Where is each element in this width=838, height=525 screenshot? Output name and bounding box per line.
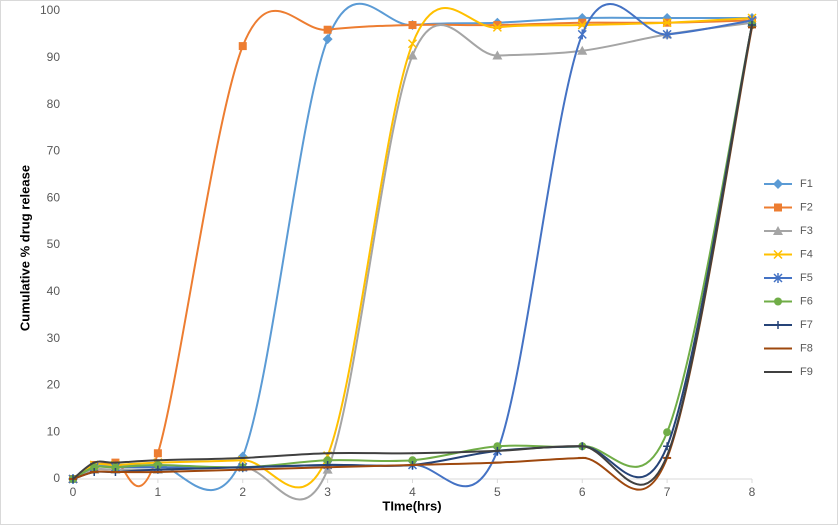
- marker: [663, 428, 672, 437]
- legend-label: F8: [800, 342, 813, 354]
- marker: [322, 34, 333, 45]
- marker: [577, 29, 587, 40]
- series-line: [72, 24, 753, 486]
- y-tick-label: 40: [47, 284, 61, 298]
- marker: [408, 21, 417, 30]
- x-tick-label: 4: [409, 485, 416, 499]
- y-tick-label: 30: [47, 331, 61, 345]
- x-tick-label: 2: [239, 485, 246, 499]
- x-tick-label: 7: [664, 485, 671, 499]
- legend-item: F7: [764, 319, 813, 331]
- legend-label: F1: [800, 178, 813, 190]
- marker: [326, 452, 329, 455]
- marker: [114, 461, 117, 464]
- y-tick-label: 0: [53, 471, 60, 485]
- marker: [773, 179, 783, 189]
- marker: [323, 456, 332, 465]
- marker: [774, 297, 782, 306]
- x-tick-label: 6: [579, 485, 586, 499]
- legend-item: F4: [764, 248, 813, 260]
- marker: [493, 21, 502, 30]
- y-axis-title: Cumulative % drug release: [17, 165, 32, 331]
- marker: [156, 459, 159, 462]
- marker: [492, 50, 503, 60]
- legend-item: F1: [764, 178, 813, 190]
- marker: [72, 478, 74, 480]
- marker: [496, 449, 499, 452]
- marker: [577, 45, 588, 55]
- y-tick-label: 60: [47, 190, 61, 204]
- legend-label: F4: [800, 248, 813, 260]
- marker: [492, 22, 502, 32]
- marker: [774, 203, 782, 212]
- x-axis-title: TIme(hrs): [382, 498, 441, 513]
- marker: [773, 249, 783, 260]
- legend-item: F2: [764, 201, 813, 213]
- marker: [93, 461, 96, 464]
- marker: [578, 18, 587, 27]
- marker: [407, 39, 418, 49]
- legend-item: F5: [764, 272, 813, 284]
- marker: [90, 463, 99, 472]
- legend-label: F2: [800, 201, 813, 213]
- legend-label: F3: [800, 225, 813, 237]
- legend-label: F7: [800, 319, 813, 331]
- marker: [751, 24, 753, 27]
- legend-item: F6: [764, 295, 813, 307]
- marker: [773, 273, 783, 283]
- marker: [153, 460, 162, 469]
- marker: [153, 449, 162, 458]
- series-line: [72, 21, 753, 501]
- x-tick-label: 5: [494, 485, 501, 499]
- marker: [238, 42, 247, 51]
- legend-label: F9: [800, 366, 813, 378]
- series-line: [72, 7, 753, 489]
- marker: [407, 50, 418, 60]
- y-tick-label: 90: [47, 50, 61, 64]
- legend-item: F8: [764, 342, 813, 354]
- legend-item: F3: [764, 225, 813, 237]
- marker: [241, 456, 244, 459]
- legend-item: F9: [764, 366, 813, 378]
- y-tick-label: 10: [47, 424, 61, 438]
- marker: [323, 25, 332, 34]
- y-tick-label: 80: [47, 97, 61, 111]
- legend-label: F6: [800, 295, 813, 307]
- marker: [111, 463, 120, 472]
- x-tick-label: 0: [70, 485, 77, 499]
- legend-label: F5: [800, 272, 813, 284]
- x-tick-label: 3: [324, 485, 331, 499]
- marker: [774, 321, 782, 329]
- y-tick-label: 100: [40, 3, 60, 17]
- marker: [581, 445, 584, 448]
- marker: [493, 442, 502, 451]
- marker: [411, 452, 414, 455]
- x-tick-label: 8: [749, 485, 756, 499]
- marker: [408, 456, 417, 465]
- y-tick-label: 70: [47, 144, 61, 158]
- marker: [662, 29, 672, 40]
- marker: [662, 18, 672, 28]
- x-tick-label: 1: [155, 485, 162, 499]
- y-tick-label: 50: [47, 237, 61, 251]
- marker: [666, 454, 669, 457]
- y-tick-label: 20: [47, 378, 61, 392]
- marker: [773, 226, 783, 235]
